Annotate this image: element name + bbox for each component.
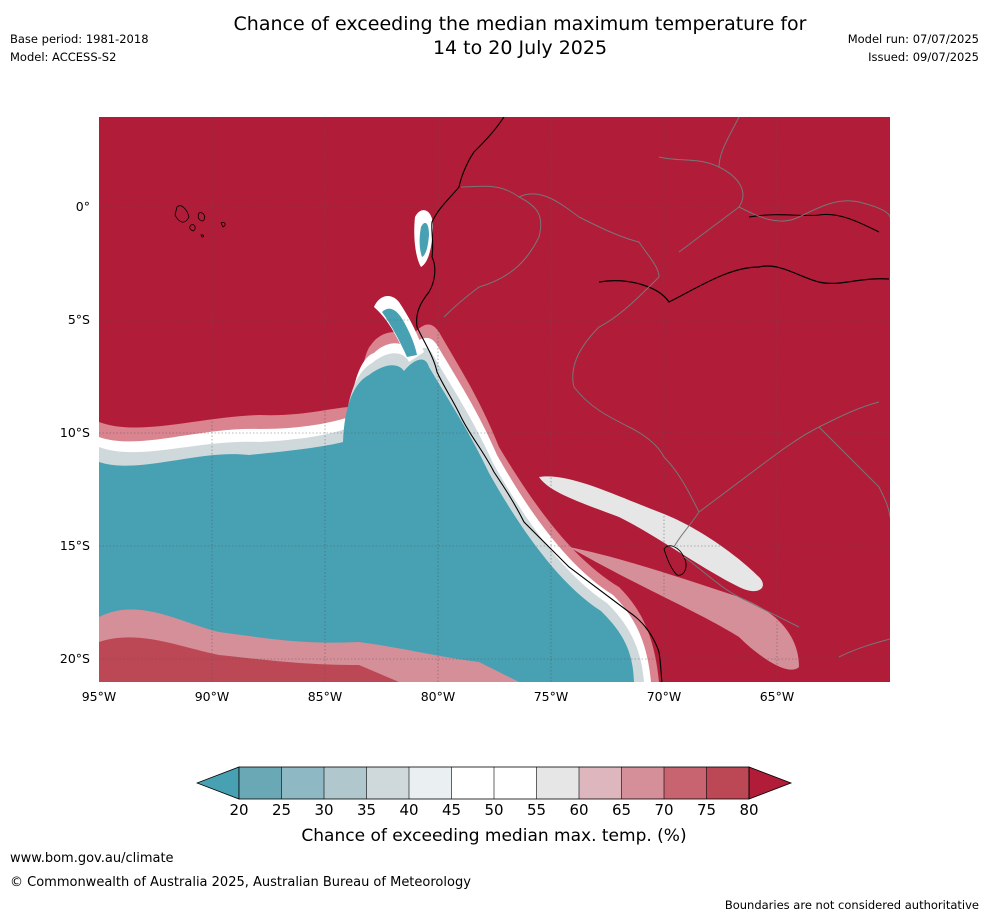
colorbar-tick-label: 55 [526, 801, 547, 819]
map-panel [99, 117, 890, 682]
footer-copyright: © Commonwealth of Australia 2025, Austra… [10, 875, 471, 890]
colorbar-segment [451, 767, 494, 799]
footer-url[interactable]: www.bom.gov.au/climate [10, 851, 174, 866]
lon-label-65w: 65°W [759, 689, 795, 704]
colorbar-above-arrow [748, 766, 793, 800]
lat-label-5s: 5°S [67, 312, 90, 327]
chart-title: Chance of exceeding the median maximum t… [233, 13, 807, 59]
issued-date: Issued: 09/07/2025 [868, 50, 979, 64]
lat-label-10s: 10°S [59, 425, 90, 440]
colorbar-below-arrow [196, 766, 240, 800]
colorbar-segment [664, 767, 707, 799]
colorbar-tick-label: 45 [441, 801, 462, 819]
colorbar-tick-label: 40 [399, 801, 419, 819]
graticule [99, 117, 890, 682]
lon-label-85w: 85°W [307, 689, 343, 704]
lon-label-70w: 70°W [646, 689, 682, 704]
colorbar-segment [706, 767, 749, 799]
galapagos-islands [174, 205, 226, 238]
northern-river [748, 213, 880, 233]
colorbar-tick-label: 60 [569, 801, 589, 819]
colorbar-tick-label: 80 [739, 801, 759, 819]
country-borders [443, 117, 890, 658]
amazon-river [598, 265, 890, 303]
colorbar-segment [281, 767, 324, 799]
model-name: Model: ACCESS-S2 [10, 50, 117, 64]
lat-label-15s: 15°S [59, 538, 90, 553]
lon-label-80w: 80°W [420, 689, 456, 704]
colorbar-tick-label: 30 [314, 801, 334, 819]
colorbar-caption: Chance of exceeding median max. temp. (%… [301, 826, 687, 846]
colorbar-tick-label: 20 [229, 801, 249, 819]
lon-label-95w: 95°W [81, 689, 117, 704]
lat-label-0: 0° [75, 199, 90, 214]
cool-anomaly-region [99, 210, 799, 682]
meta-right: Model run: 07/07/2025 Issued: 09/07/2025 [848, 30, 979, 66]
colorbar-segment [239, 767, 282, 799]
lon-label-90w: 90°W [194, 689, 230, 704]
colorbar-segment [409, 767, 452, 799]
lat-label-20s: 20°S [59, 651, 90, 666]
colorbar-tick-label: 75 [696, 801, 717, 819]
colorbar-tick-label: 35 [356, 801, 377, 819]
colorbar-tick-label: 65 [611, 801, 632, 819]
colorbar-segment [494, 767, 537, 799]
footer-disclaimer: Boundaries are not considered authoritat… [724, 898, 979, 912]
model-run: Model run: 07/07/2025 [847, 32, 979, 46]
colorbar-segment [536, 767, 579, 799]
colorbar-segment [324, 767, 367, 799]
base-period: Base period: 1981-2018 [10, 32, 149, 46]
colorbar-segment [579, 767, 622, 799]
colorbar-segment [366, 767, 409, 799]
lon-label-75w: 75°W [533, 689, 569, 704]
colorbar-tick-label: 25 [271, 801, 292, 819]
colorbar [196, 766, 793, 800]
colorbar-tick-label: 50 [484, 801, 504, 819]
coastline [416, 117, 663, 682]
colorbar-tick-label: 70 [654, 801, 674, 819]
meta-left: Base period: 1981-2018 Model: ACCESS-S2 [10, 30, 149, 66]
colorbar-segment [621, 767, 664, 799]
